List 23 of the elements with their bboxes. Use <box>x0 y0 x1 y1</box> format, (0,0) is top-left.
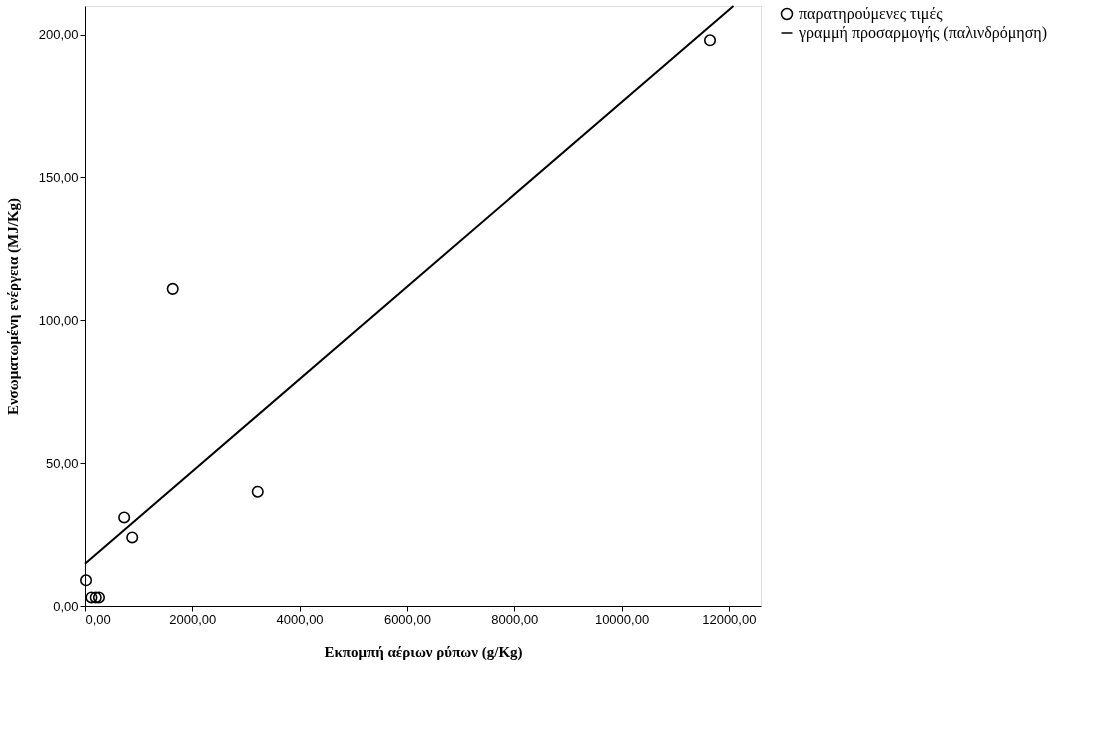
point <box>85 591 98 604</box>
point <box>118 511 131 524</box>
legend-label: γραμμή προσαρμογής (παλινδρόμηση) <box>798 24 1048 42</box>
point <box>126 531 139 544</box>
x-tick-label: 0,00 <box>85 611 111 627</box>
x-tick-label: 10000,00 <box>594 611 650 627</box>
x-tick-label: 12000,00 <box>702 611 757 627</box>
x-tick-label: 8000,00 <box>491 611 539 627</box>
point <box>251 485 264 498</box>
x-tick-label: 6000,00 <box>383 611 431 627</box>
y-tick-label: 50,00 <box>45 455 79 471</box>
x-axis-title: Εκπομπή αέριων ρύπων (g/Kg) <box>324 643 523 661</box>
legend-label: παρατηρούμενες τιμές <box>799 5 944 23</box>
x-tick-label: 4000,00 <box>276 611 324 627</box>
y-axis-title: Ενσωματωμένη ενέργεια (MJ/Kg) <box>4 197 22 416</box>
point <box>80 574 93 587</box>
y-tick-label: 150,00 <box>38 169 79 185</box>
y-tick-label: 100,00 <box>38 312 79 328</box>
x-tick-label: 2000,00 <box>169 611 217 627</box>
y-tick-label: 0,00 <box>53 598 79 614</box>
point <box>166 282 179 295</box>
point <box>703 34 717 47</box>
y-tick-label: 200,00 <box>38 27 79 43</box>
